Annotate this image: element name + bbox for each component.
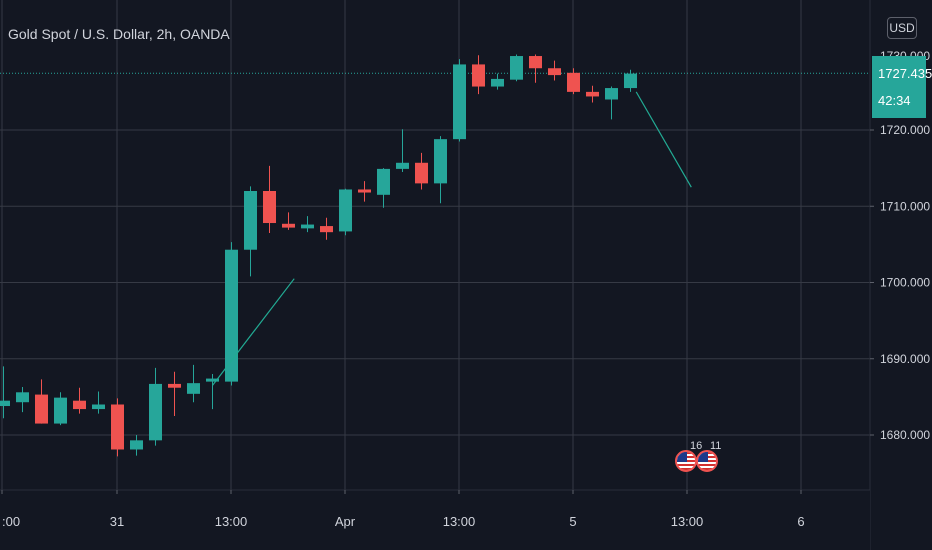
candle-body <box>301 224 314 229</box>
x-tick-label: 6 <box>797 514 804 529</box>
x-tick-label: 31 <box>110 514 124 529</box>
current-price-value: 1727.435 <box>878 66 932 81</box>
candle-body <box>548 68 561 76</box>
candle-body <box>396 162 409 169</box>
x-tick-label: 13:00 <box>443 514 476 529</box>
candle-body <box>16 392 29 403</box>
candle-body <box>244 191 257 250</box>
bar-countdown: 42:34 <box>878 93 911 108</box>
candle-body <box>35 394 48 424</box>
event-count-1: 16 <box>690 440 703 452</box>
candle-body <box>529 56 542 69</box>
candle-body <box>624 73 637 89</box>
candle-body <box>472 64 485 87</box>
candle-body <box>282 223 295 228</box>
y-tick-label: 1700.000 <box>880 276 930 290</box>
candle-body <box>54 397 67 424</box>
candle-body <box>206 378 219 382</box>
trendline <box>635 91 692 188</box>
candle-body <box>510 56 523 80</box>
trendlines-layer <box>212 91 692 386</box>
candle-body <box>168 383 181 388</box>
candle-body <box>187 383 200 394</box>
candle-body <box>320 226 333 233</box>
candle-body <box>586 91 599 97</box>
candle-body <box>491 78 504 87</box>
us-flag-icon[interactable] <box>696 450 718 472</box>
x-tick-label: 13:00 <box>215 514 248 529</box>
candle-body <box>453 64 466 140</box>
candle-body <box>567 72 580 92</box>
x-tick-label: 13:00 <box>671 514 704 529</box>
candle-body <box>377 168 390 195</box>
grid-lines <box>0 0 870 490</box>
currency-button[interactable]: USD <box>887 17 917 39</box>
candle-body <box>263 191 276 224</box>
candle-body <box>111 404 124 450</box>
candle-body <box>605 88 618 100</box>
x-tick-label: Apr <box>335 514 356 529</box>
y-tick-label: 1720.000 <box>880 123 930 137</box>
candle-body <box>0 400 10 407</box>
candle-body <box>358 189 371 193</box>
symbol-title: Gold Spot / U.S. Dollar, 2h, OANDA <box>8 26 230 42</box>
trendline <box>212 278 295 386</box>
candle-body <box>130 440 143 450</box>
us-flag-icon[interactable] <box>675 450 697 472</box>
y-tick-label: 1680.000 <box>880 428 930 442</box>
x-tick-label: :00 <box>2 514 20 529</box>
y-tick-label: 1690.000 <box>880 352 930 366</box>
current-price-label: 1727.435 42:34 <box>872 56 932 118</box>
candle-body <box>73 400 86 410</box>
candle-body <box>92 404 105 410</box>
candle-body <box>434 139 447 184</box>
time-axis-panel <box>0 490 870 550</box>
y-tick-label: 1710.000 <box>880 199 930 213</box>
candle-body <box>415 162 428 184</box>
x-tick-label: 5 <box>569 514 576 529</box>
candle-body <box>339 189 352 232</box>
candle-body <box>225 249 238 382</box>
candles-layer <box>0 54 637 457</box>
event-count-2: 11 <box>710 440 722 452</box>
candle-body <box>149 383 162 441</box>
